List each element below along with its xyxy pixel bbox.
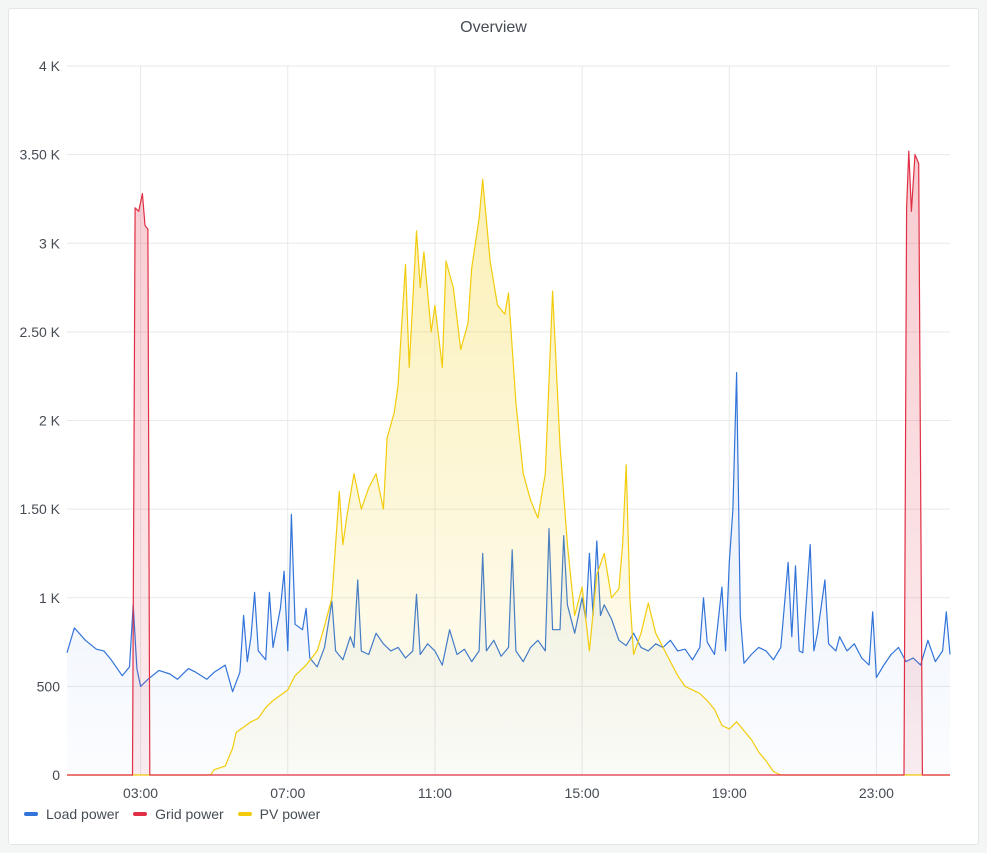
series-layer	[66, 150, 951, 776]
legend-label-pv-power: PV power	[259, 806, 321, 822]
legend-item-pv-power[interactable]: PV power	[237, 806, 321, 822]
legend: Load power Grid power PV power	[24, 806, 320, 822]
legend-swatch-load-power	[24, 812, 38, 816]
y-tick-label: 1.50 K	[20, 501, 61, 517]
y-tick-label: 3.50 K	[20, 147, 61, 163]
legend-label-load-power: Load power	[46, 806, 120, 822]
x-tick-label: 23:00	[859, 785, 894, 801]
y-tick-label: 4 K	[39, 58, 61, 74]
x-tick-label: 07:00	[270, 785, 305, 801]
x-tick-label: 11:00	[418, 785, 452, 801]
pv-power-area	[67, 179, 950, 775]
panel-title: Overview	[460, 19, 527, 36]
y-tick-label: 1 K	[39, 590, 61, 606]
legend-item-grid-power[interactable]: Grid power	[133, 806, 224, 822]
x-tick-label: 15:00	[565, 785, 600, 801]
x-tick-label: 03:00	[123, 785, 158, 801]
legend-swatch-pv-power	[237, 812, 252, 816]
pv-power-line	[67, 178, 950, 776]
axis-labels: 0 500 1 K 1.50 K 2 K 2.50 K 3 K 3.50 K 4 K 03:00 0…	[20, 58, 895, 801]
load-power-area	[67, 372, 950, 775]
legend-item-load-power[interactable]: Load power	[24, 806, 119, 822]
y-tick-label: 500	[37, 678, 61, 694]
y-tick-label: 2 K	[39, 413, 61, 429]
y-tick-label: 0	[52, 767, 60, 783]
grid-power-line	[67, 150, 950, 776]
legend-swatch-grid-power	[133, 812, 148, 816]
y-tick-label: 2.50 K	[20, 324, 61, 340]
legend-label-grid-power: Grid power	[155, 806, 224, 822]
y-tick-label: 3 K	[39, 235, 61, 251]
x-tick-label: 19:00	[712, 785, 747, 801]
